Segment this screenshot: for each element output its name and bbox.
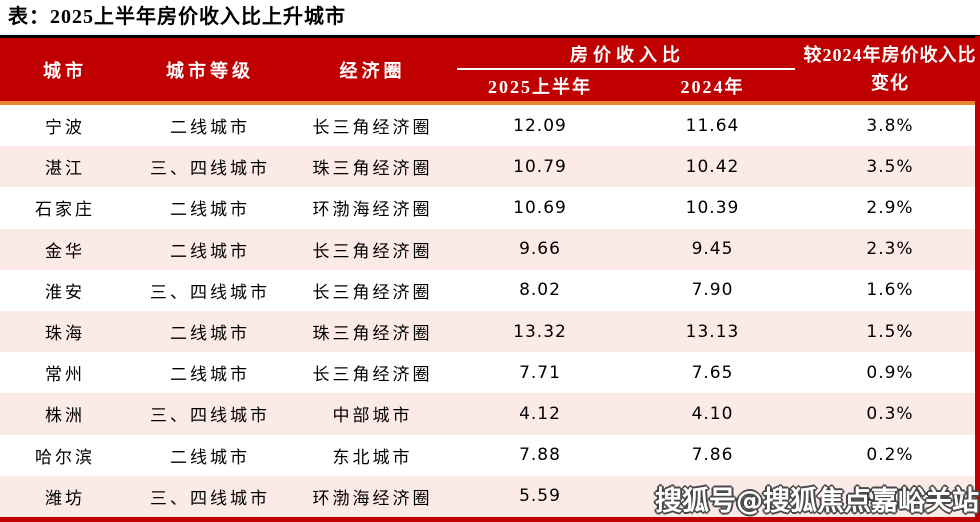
- cell-city: 潍坊: [45, 488, 85, 508]
- table-row: 湛江 三、四线城市 珠三角经济圈 10.79 10.42 3.5%: [0, 146, 980, 188]
- col-header-2025h1: 2025上半年: [488, 76, 592, 97]
- cell-circle: 珠三角经济圈: [312, 159, 433, 179]
- cell-tier: 二线城市: [170, 241, 250, 261]
- cell-ratio-2024: 10.42: [685, 156, 740, 177]
- cell-circle: 长三角经济圈: [312, 365, 433, 385]
- group-underline: [457, 68, 795, 70]
- cell-tier: 三、四线城市: [150, 488, 270, 508]
- table-row: 淮安 三、四线城市 长三角经济圈 8.02 7.90 1.6%: [0, 269, 980, 311]
- cell-ratio-2024: 7.65: [691, 362, 734, 383]
- group-header-ratio: 房价收入比: [455, 38, 800, 70]
- col-header-change: 较2024年房价收入比变化: [803, 44, 977, 93]
- cell-tier: 三、四线城市: [150, 282, 270, 302]
- data-table: 城市 城市等级 经济圈 房价收入比 2025上半年 2024年 较2024年房价…: [0, 35, 980, 522]
- table-row: 株洲 三、四线城市 中部城市 4.12 4.10 0.3%: [0, 393, 980, 435]
- page-title: 表：2025上半年房价收入比上升城市: [8, 6, 346, 28]
- cell-city: 湛江: [45, 159, 85, 179]
- watermark: 搜狐号@搜狐焦点嘉峪关站: [655, 486, 979, 517]
- cell-tier: 二线城市: [170, 447, 250, 467]
- cell-ratio-2024: 13.13: [685, 321, 740, 342]
- cell-ratio-2024: 9.45: [691, 239, 734, 260]
- cell-change: 2.9%: [866, 197, 914, 218]
- cell-ratio-2025h1: 8.02: [519, 280, 561, 301]
- cell-change: 0.2%: [866, 445, 914, 466]
- table-row: 珠海 二线城市 珠三角经济圈 13.32 13.13 1.5%: [0, 310, 980, 353]
- table-row: 哈尔滨 二线城市 东北城市 7.88 7.86 0.2%: [0, 434, 980, 476]
- table-header: 城市 城市等级 经济圈 房价收入比 2025上半年 2024年 较2024年房价…: [0, 35, 980, 105]
- cell-tier: 三、四线城市: [150, 406, 270, 426]
- cell-ratio-2024: 10.39: [685, 197, 740, 218]
- cell-change: 0.3%: [866, 403, 914, 424]
- cell-ratio-2025h1: 13.32: [513, 321, 567, 342]
- cell-city: 株洲: [45, 406, 85, 426]
- group-header-ratio-label: 房价收入比: [570, 45, 685, 65]
- cell-circle: 长三角经济圈: [312, 241, 433, 261]
- cell-ratio-2024: 4.10: [691, 403, 734, 424]
- cell-circle: 中部城市: [332, 406, 413, 426]
- cell-ratio-2025h1: 12.09: [513, 115, 567, 136]
- cell-change: 0.2%: [866, 486, 914, 507]
- cell-city: 常州: [45, 365, 85, 385]
- cell-ratio-2025h1: 10.69: [513, 197, 567, 218]
- col-header-2024: 2024年: [680, 76, 745, 97]
- cell-ratio-2025h1: 7.88: [519, 445, 561, 466]
- cell-circle: 长三角经济圈: [312, 282, 433, 302]
- col-header-tier: 城市等级: [166, 60, 254, 81]
- cell-circle: 环渤海经济圈: [312, 200, 433, 220]
- table-row: 常州 二线城市 长三角经济圈 7.71 7.65 0.9%: [0, 352, 980, 394]
- col-header-city: 城市: [43, 60, 87, 81]
- cell-circle: 珠三角经济圈: [312, 324, 433, 344]
- cell-ratio-2024: 7.90: [691, 280, 734, 301]
- cell-change: 2.3%: [866, 239, 914, 260]
- cell-change: 1.5%: [866, 321, 914, 342]
- cell-circle: 环渤海经济圈: [312, 488, 433, 508]
- cell-ratio-2025h1: 4.12: [519, 403, 561, 424]
- cell-tier: 二线城市: [170, 324, 250, 344]
- cell-change: 0.9%: [866, 362, 914, 383]
- table-row: 潍坊 三、四线城市 环渤海经济圈 5.59 5.58 0.2%: [0, 475, 980, 517]
- cell-change: 3.8%: [866, 115, 914, 136]
- cell-city: 石家庄: [35, 200, 95, 220]
- table-row: 金华 二线城市 长三角经济圈 9.66 9.45 2.3%: [0, 228, 980, 270]
- cell-ratio-2025h1: 10.79: [513, 156, 567, 177]
- cell-tier: 二线城市: [170, 200, 250, 220]
- cell-ratio-2024: 11.64: [685, 115, 740, 136]
- cell-tier: 三、四线城市: [150, 159, 270, 179]
- cell-city: 淮安: [45, 282, 85, 302]
- cell-ratio-2025h1: 9.66: [519, 239, 561, 260]
- table-row: 石家庄 二线城市 环渤海经济圈 10.69 10.39 2.9%: [0, 187, 980, 229]
- cell-city: 宁波: [45, 118, 85, 138]
- cell-change: 1.6%: [866, 280, 914, 301]
- cell-ratio-2025h1: 5.59: [519, 486, 561, 507]
- cell-circle: 长三角经济圈: [312, 118, 433, 138]
- cell-ratio-2024: 7.86: [691, 445, 734, 466]
- cell-city: 哈尔滨: [35, 447, 95, 467]
- cell-tier: 二线城市: [170, 118, 250, 138]
- cell-change: 3.5%: [866, 156, 914, 177]
- cell-circle: 东北城市: [332, 447, 413, 467]
- cell-ratio-2025h1: 7.71: [519, 362, 561, 383]
- cell-ratio-2024: 5.58: [691, 486, 734, 507]
- table-row: 宁波 二线城市 长三角经济圈 12.09 11.64 3.8%: [0, 105, 980, 147]
- cell-city: 金华: [45, 241, 85, 261]
- table-bottom-border: [0, 516, 980, 522]
- table-right-edge: [975, 36, 980, 522]
- col-header-circle: 经济圈: [339, 60, 406, 81]
- cell-city: 珠海: [45, 324, 85, 344]
- cell-tier: 二线城市: [170, 365, 250, 385]
